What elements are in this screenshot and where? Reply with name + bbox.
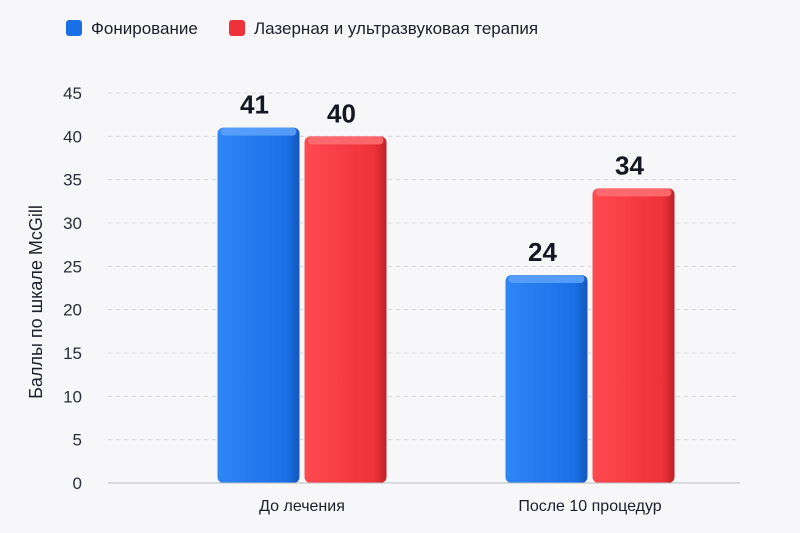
legend-swatch-1	[229, 20, 245, 36]
bars	[217, 127, 675, 484]
data-label-1-0: 40	[327, 98, 356, 128]
bar-0-1	[505, 275, 588, 483]
y-tick-label-0: 0	[73, 474, 82, 493]
data-label-0-1: 24	[528, 237, 557, 267]
y-tick-label-10: 10	[63, 387, 82, 406]
bar-1-0	[304, 136, 387, 484]
bar-top-1-1	[595, 188, 672, 197]
y-axis-label: Баллы по шкале McGill	[26, 205, 46, 399]
y-tick-label-5: 5	[73, 431, 82, 450]
x-category-label-0: До лечения	[259, 498, 345, 515]
bar-1-1	[592, 188, 675, 484]
bar-top-0-1	[508, 275, 585, 283]
gridlines	[108, 92, 740, 441]
y-tick-label-30: 30	[63, 214, 82, 233]
legend-label-0: Фонирование	[91, 19, 198, 38]
y-tick-label-35: 35	[63, 171, 82, 190]
y-tick-label-40: 40	[63, 127, 82, 146]
y-tick-label-20: 20	[63, 301, 82, 320]
legend: Фонирование Лазерная и ультразвуковая тер…	[66, 19, 538, 38]
y-tick-label-45: 45	[63, 84, 82, 103]
bar-0-0	[217, 127, 300, 484]
y-tick-label-15: 15	[63, 344, 82, 363]
data-labels: 41 40 24 34	[240, 90, 644, 267]
y-tick-label-25: 25	[63, 257, 82, 276]
x-axis: До лечения После 10 процедур	[108, 482, 740, 515]
x-category-label-1: После 10 процедур	[518, 498, 661, 515]
bar-top-0-0	[220, 127, 297, 136]
legend-label-1: Лазерная и ультразвуковая терапия	[254, 19, 538, 38]
y-axis: 0 5 10 15 20 25 30 35 40 45	[63, 84, 82, 493]
bar-top-1-0	[307, 136, 384, 145]
data-label-1-1: 34	[615, 150, 644, 180]
data-label-0-0: 41	[240, 90, 269, 120]
legend-swatch-0	[66, 20, 82, 36]
